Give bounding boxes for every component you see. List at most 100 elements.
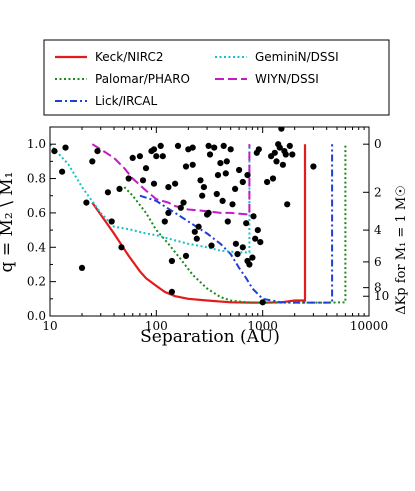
scatter-point [278, 127, 285, 132]
scatter-point [223, 158, 230, 165]
scatter-point [257, 239, 264, 246]
scatter-point [118, 244, 125, 251]
plot-frame [49, 126, 370, 317]
x-tick-label: 100 [145, 319, 168, 333]
legend-label-lick-ircal: Lick/IRCAL [95, 94, 157, 108]
scatter-point [199, 192, 206, 199]
scatter-point [177, 204, 184, 211]
scatter-point [227, 146, 234, 153]
scatter-point [180, 199, 187, 206]
scatter-point [172, 180, 179, 187]
scatter-point [255, 146, 262, 153]
scatter-point [254, 227, 261, 234]
scatter-point [174, 142, 182, 149]
x-tick-label: 1000 [247, 319, 278, 333]
y2-tick-label: 2 [374, 185, 382, 199]
y2-tick-label: 0 [374, 137, 382, 151]
legend: Keck/NIRC2 GeminiN/DSSI Palomar/PHARO WIYN/… [43, 39, 390, 116]
series-layer [50, 143, 347, 304]
scatter-point [161, 218, 168, 225]
scatter-point [197, 177, 204, 184]
scatter-point [222, 170, 229, 177]
scatter-point [129, 154, 136, 161]
scatter-point [217, 160, 224, 167]
scatter-point [271, 149, 278, 156]
scatter-point [150, 180, 158, 187]
scatter-point [182, 163, 190, 170]
scatter-point [78, 264, 86, 271]
scatter-point [189, 144, 196, 151]
scatter-point [234, 251, 241, 258]
scatter-point [243, 220, 250, 227]
scatter-point [159, 153, 166, 160]
series-line-wiyn-dssi [91, 143, 251, 216]
scatter-point [104, 189, 111, 196]
y-tick-label: 0.8 [27, 172, 46, 186]
scatter-point [276, 144, 283, 151]
y2-tick-label: 10 [374, 289, 389, 303]
scatter-point [289, 151, 296, 158]
scatter-point [244, 172, 251, 179]
scatter-point [205, 209, 212, 216]
plot-area [49, 126, 370, 317]
scatter-point [139, 177, 147, 184]
scatter-point [205, 142, 212, 149]
scatter-point [264, 178, 271, 186]
scatter-point [108, 218, 115, 225]
scatter-point [182, 252, 190, 259]
y-tick-label: 0.4 [27, 240, 46, 254]
scatter-point [269, 175, 277, 182]
scatter-point [232, 185, 239, 192]
scatter-point [232, 240, 239, 247]
scatter-point [51, 148, 58, 155]
scatter-point [153, 153, 160, 160]
scatter-point [62, 144, 69, 151]
y-axis-title: q = M₂ \ M₁ [0, 172, 17, 273]
scatter-point [59, 168, 66, 175]
y2-tick-label: 4 [374, 223, 382, 237]
scatter-point [206, 151, 214, 158]
scatter-point [250, 213, 257, 220]
scatter-point [279, 161, 286, 168]
scatter-point [229, 201, 236, 208]
scatter-point [168, 257, 175, 265]
scatter-point [89, 158, 96, 165]
scatter-point [208, 242, 215, 249]
scatter-point [310, 163, 317, 170]
legend-label-keck-nirc2: Keck/NIRC2 [95, 50, 164, 64]
scatter-point [224, 218, 231, 225]
scatter-point [165, 184, 172, 191]
legend-items: Keck/NIRC2 GeminiN/DSSI Palomar/PHARO WIYN/… [55, 50, 339, 108]
y2-tick-label: 8 [374, 281, 382, 295]
legend-label-wiyn-dssi: WIYN/DSSI [255, 72, 319, 86]
y-tick-label: 0.6 [27, 206, 46, 220]
scatter-point [150, 146, 158, 153]
legend-box [43, 39, 390, 116]
scatter-point [282, 151, 289, 158]
scatter-point [286, 142, 293, 149]
scatter-point [211, 144, 218, 151]
y-axis: 0.0 0.2 0.4 0.6 0.8 1.0 [27, 126, 56, 323]
scatter-point [200, 184, 207, 191]
scatter-point [284, 201, 291, 208]
scatter-point [244, 257, 251, 265]
y-tick-label: 1.0 [27, 137, 46, 151]
scatter-point [220, 142, 227, 149]
x-axis: 10 100 1000 10000 [42, 127, 388, 333]
scatter-point [189, 161, 196, 168]
scatter-point [157, 142, 164, 149]
scatter-point [252, 235, 259, 242]
legend-label-palomar-pharo: Palomar/PHARO [95, 72, 190, 86]
scatter-point [125, 175, 132, 182]
scatter-point [249, 254, 256, 261]
legend-label-geminin-dssi: GeminiN/DSSI [255, 50, 339, 64]
scatter-point [213, 190, 220, 198]
x-tick-label: 10000 [350, 319, 388, 333]
y-tick-label: 0.0 [27, 309, 46, 323]
scatter-point [195, 223, 202, 230]
scatter-point [168, 288, 175, 295]
scatter-point [259, 299, 266, 306]
series-line-lick-ircal [139, 144, 334, 304]
scatter-point [236, 166, 243, 174]
